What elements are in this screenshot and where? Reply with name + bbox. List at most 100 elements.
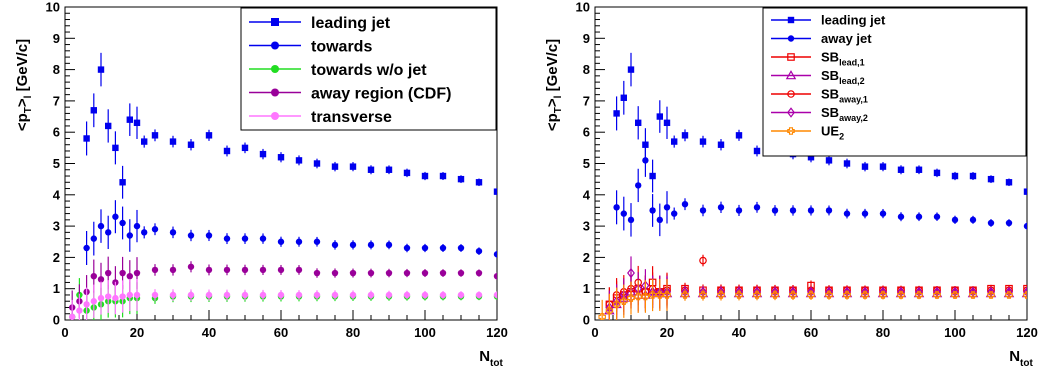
data-point (367, 166, 375, 173)
data-point (169, 266, 177, 274)
data-point (313, 269, 321, 277)
data-point (119, 293, 126, 300)
series-5 (605, 256, 1027, 320)
x-tick-label: 40 (732, 325, 746, 340)
data-point (331, 163, 339, 170)
series-1 (613, 143, 1027, 237)
data-point (1005, 179, 1013, 186)
y-tick-label: 1 (583, 281, 590, 296)
data-point (475, 179, 483, 186)
data-point (403, 244, 411, 252)
data-point (753, 147, 761, 155)
data-point (126, 232, 133, 239)
data-point (897, 291, 905, 299)
legend-label: SBaway,2 (821, 105, 868, 123)
y-tick-label: 2 (583, 250, 590, 265)
data-point (205, 266, 213, 274)
data-point (295, 266, 303, 274)
data-point (825, 207, 833, 214)
data-point (649, 207, 656, 214)
data-point (385, 291, 393, 299)
series-0 (83, 52, 497, 199)
data-point (105, 269, 112, 277)
y-tick-label: 9 (583, 31, 590, 46)
legend-label: transverse (311, 109, 392, 126)
legend-label: UE2 (821, 124, 844, 142)
legend-marker (271, 112, 279, 120)
data-point (933, 169, 941, 177)
x-tick-label: 60 (804, 325, 818, 340)
data-point (97, 66, 105, 73)
data-point (105, 293, 112, 300)
data-point (126, 291, 133, 299)
data-point (681, 200, 689, 208)
data-point (635, 119, 642, 127)
data-point (807, 291, 815, 299)
data-point (259, 150, 267, 158)
series-4 (69, 278, 497, 320)
data-point (439, 269, 447, 277)
data-point (259, 291, 267, 299)
data-point (879, 163, 887, 170)
data-point (105, 229, 112, 236)
data-point (151, 291, 159, 299)
x-tick-label: 40 (202, 325, 216, 340)
x-tick-label: 100 (414, 325, 436, 340)
data-point (126, 116, 133, 123)
data-point (933, 291, 941, 299)
data-point (241, 144, 249, 152)
x-tick-label: 120 (1016, 325, 1038, 340)
data-point (403, 169, 411, 177)
data-point (648, 291, 657, 299)
data-point (241, 235, 249, 242)
legend-marker (787, 127, 795, 135)
data-point (133, 269, 141, 277)
data-point (187, 263, 195, 270)
data-point (90, 298, 98, 305)
data-point (915, 213, 923, 220)
data-point (112, 144, 119, 152)
data-point (771, 207, 779, 214)
x-tick-label: 60 (274, 325, 288, 340)
x-tick-label: 0 (61, 325, 68, 340)
data-point (83, 135, 90, 142)
data-point (493, 272, 497, 280)
data-point (187, 232, 195, 239)
data-point (421, 291, 429, 299)
x-tick-label: 20 (660, 325, 674, 340)
data-point (223, 291, 231, 299)
data-point (915, 291, 923, 299)
data-point (843, 160, 851, 167)
y-axis-label: <pT>l [GeV/c] (14, 39, 34, 131)
y-tick-label: 9 (53, 31, 60, 46)
data-point (663, 119, 671, 127)
data-point (649, 172, 656, 180)
data-point (457, 175, 465, 183)
data-point (951, 172, 959, 180)
data-point (313, 160, 321, 167)
data-point (133, 119, 141, 127)
data-point (620, 210, 627, 217)
legend-marker (787, 35, 795, 42)
data-point (717, 141, 725, 148)
legend-label: away jet (821, 31, 872, 46)
legend-marker (271, 88, 279, 97)
data-point (627, 267, 635, 279)
data-point (76, 307, 83, 314)
data-point (367, 291, 375, 299)
data-point (1005, 291, 1013, 299)
data-point (493, 188, 497, 195)
data-point (83, 301, 90, 308)
legend-marker (787, 16, 795, 24)
y-tick-label: 7 (53, 93, 60, 108)
y-tick-label: 1 (53, 281, 60, 296)
data-point (1023, 286, 1027, 298)
y-tick-label: 7 (583, 93, 590, 108)
data-point (223, 266, 231, 274)
data-point (69, 313, 76, 320)
data-point (385, 269, 393, 277)
data-point (699, 207, 707, 214)
x-tick-label: 0 (591, 325, 598, 340)
data-point (97, 294, 105, 302)
legend-label: SBlead,2 (821, 68, 865, 86)
